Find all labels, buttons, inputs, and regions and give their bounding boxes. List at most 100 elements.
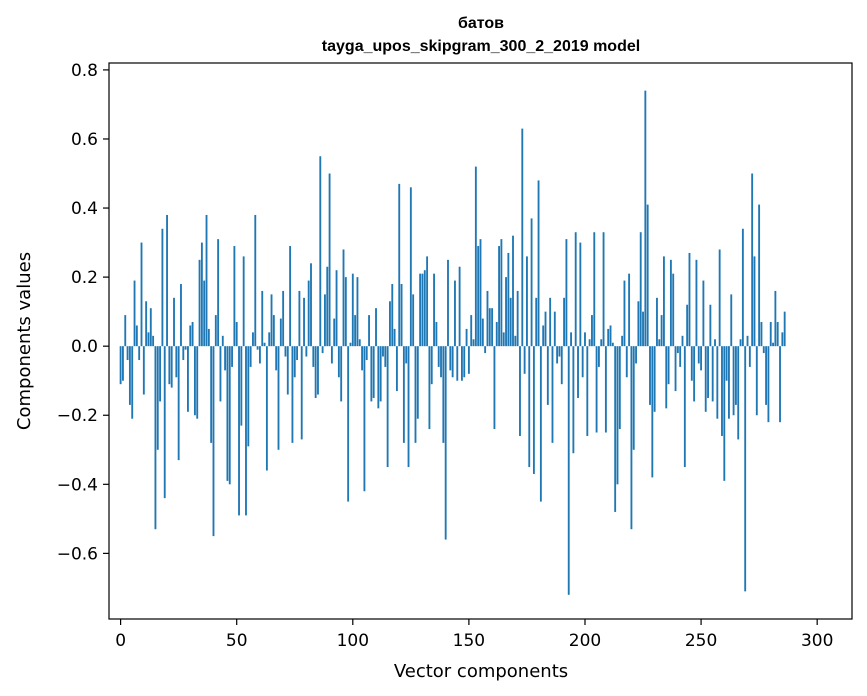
bar xyxy=(293,346,296,378)
bar xyxy=(310,263,312,347)
y-tick-label: 0.2 xyxy=(71,268,98,288)
bar xyxy=(437,346,440,367)
x-tick-label: 50 xyxy=(226,631,248,651)
bar xyxy=(303,297,305,347)
bar xyxy=(551,346,554,443)
bar xyxy=(604,346,607,433)
bar xyxy=(649,346,651,405)
bar xyxy=(393,328,396,347)
bar xyxy=(142,346,145,395)
bar xyxy=(368,315,370,347)
bar xyxy=(414,346,417,443)
bar xyxy=(296,346,299,360)
bar xyxy=(122,346,124,381)
bar xyxy=(632,346,635,450)
bar xyxy=(196,346,199,419)
bar xyxy=(611,342,614,347)
bar xyxy=(755,346,758,416)
bar xyxy=(512,235,514,347)
bar xyxy=(748,346,751,367)
bar xyxy=(683,346,686,468)
bar xyxy=(623,280,626,347)
bar xyxy=(286,346,289,395)
bar xyxy=(584,332,586,347)
bar xyxy=(667,346,670,385)
bar xyxy=(198,259,201,347)
bar xyxy=(177,346,180,461)
bar xyxy=(479,239,482,347)
bar xyxy=(442,346,445,443)
bar xyxy=(597,346,600,367)
bar xyxy=(419,273,422,347)
bar xyxy=(454,280,456,347)
bar xyxy=(697,346,700,364)
bar xyxy=(233,246,236,347)
bar xyxy=(428,346,431,430)
bar xyxy=(119,346,122,385)
bar xyxy=(558,346,561,357)
bar xyxy=(140,242,143,347)
bar xyxy=(491,308,494,347)
bar xyxy=(354,315,357,347)
bar xyxy=(695,259,698,347)
bar xyxy=(737,346,740,440)
bar xyxy=(772,342,774,347)
bar xyxy=(182,346,185,360)
bar xyxy=(409,187,412,347)
bar xyxy=(249,346,252,367)
bar xyxy=(340,346,343,402)
y-tick-label: −0.4 xyxy=(57,475,98,495)
bar xyxy=(298,290,301,347)
bar xyxy=(460,346,463,381)
bar xyxy=(637,301,640,347)
bar xyxy=(226,346,229,481)
bar xyxy=(690,346,693,381)
bar xyxy=(537,180,540,347)
bar xyxy=(530,218,533,347)
bar xyxy=(679,346,682,367)
bar xyxy=(588,339,591,347)
bar xyxy=(753,256,756,347)
bar xyxy=(447,259,449,347)
bar xyxy=(126,346,129,360)
bar xyxy=(214,315,217,347)
bar xyxy=(609,325,612,347)
bar xyxy=(152,335,155,347)
bar xyxy=(319,156,322,347)
bar xyxy=(614,346,617,512)
bar xyxy=(567,346,570,595)
bar xyxy=(131,346,134,419)
bar xyxy=(579,242,582,347)
bar xyxy=(688,252,691,347)
bar xyxy=(305,346,308,357)
bar xyxy=(595,346,598,433)
bar xyxy=(672,273,675,347)
bar xyxy=(565,239,568,347)
bar xyxy=(231,346,233,367)
bar xyxy=(391,284,394,347)
bar xyxy=(277,346,280,450)
bar xyxy=(542,325,545,347)
bar xyxy=(502,332,505,347)
bar xyxy=(307,280,310,347)
bar xyxy=(514,335,517,347)
x-tick-label: 0 xyxy=(115,631,126,651)
bar xyxy=(363,346,366,492)
bar xyxy=(572,346,575,454)
bar xyxy=(175,346,178,378)
bar xyxy=(628,273,631,347)
bar xyxy=(758,204,761,347)
bar xyxy=(138,346,141,360)
bar xyxy=(356,277,359,347)
bar xyxy=(207,328,210,347)
bar xyxy=(268,332,271,347)
bar xyxy=(563,297,566,347)
bar xyxy=(386,346,389,468)
bar xyxy=(189,325,192,347)
bar xyxy=(219,346,222,402)
bar xyxy=(523,346,526,374)
bar xyxy=(477,246,480,347)
bar xyxy=(716,346,719,419)
bar xyxy=(470,315,473,347)
